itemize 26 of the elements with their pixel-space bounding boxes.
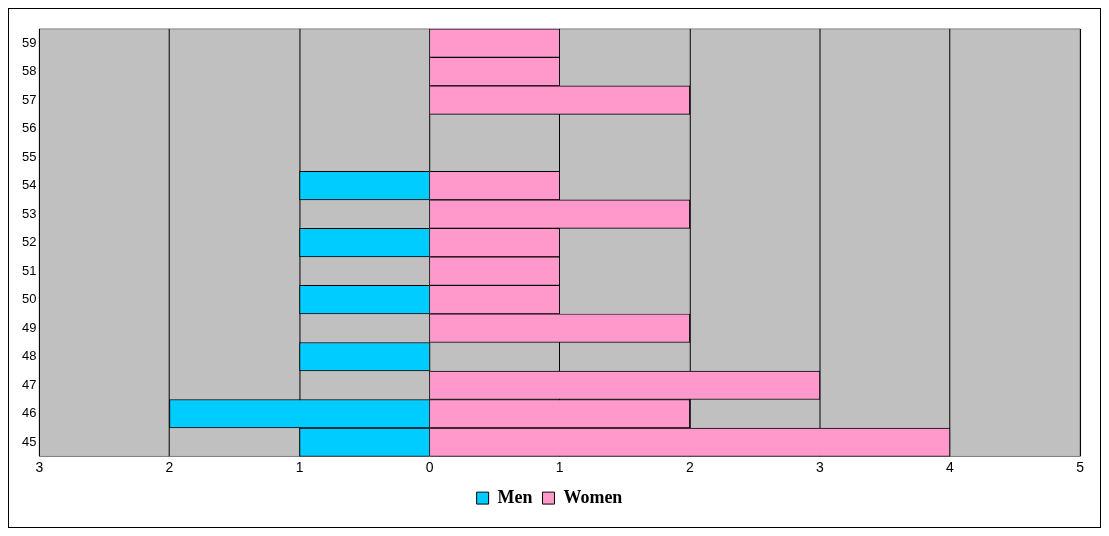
x-tick-label: 5 — [1076, 458, 1085, 475]
y-tick-label: 54 — [21, 177, 37, 193]
y-tick-label: 48 — [21, 348, 37, 364]
x-tick-label: 3 — [35, 458, 44, 475]
y-tick-label: 46 — [21, 405, 37, 421]
x-tick-label: 3 — [815, 458, 824, 475]
legend-label: Women — [563, 486, 623, 507]
y-tick-label: 45 — [21, 433, 37, 449]
y-tick-label: 52 — [21, 234, 37, 250]
legend-label: Men — [497, 486, 533, 507]
x-tick-label: 4 — [946, 458, 955, 475]
y-tick-label: 58 — [21, 63, 37, 79]
y-tick-label: 49 — [21, 319, 37, 335]
y-tick-label: 53 — [21, 205, 37, 221]
y-tick-label: 57 — [21, 91, 37, 107]
x-tick-label: 1 — [295, 458, 304, 475]
x-tick-label: 0 — [425, 458, 434, 475]
y-tick-label: 59 — [21, 34, 37, 50]
y-tick-label: 56 — [21, 120, 37, 136]
x-tick-label: 1 — [555, 458, 564, 475]
y-tick-label: 51 — [21, 262, 37, 278]
y-tick-label: 47 — [21, 376, 37, 392]
x-tick-label: 2 — [685, 458, 694, 475]
y-tick-label: 50 — [21, 291, 37, 307]
x-tick-label: 2 — [165, 458, 174, 475]
y-tick-label: 55 — [21, 148, 37, 164]
